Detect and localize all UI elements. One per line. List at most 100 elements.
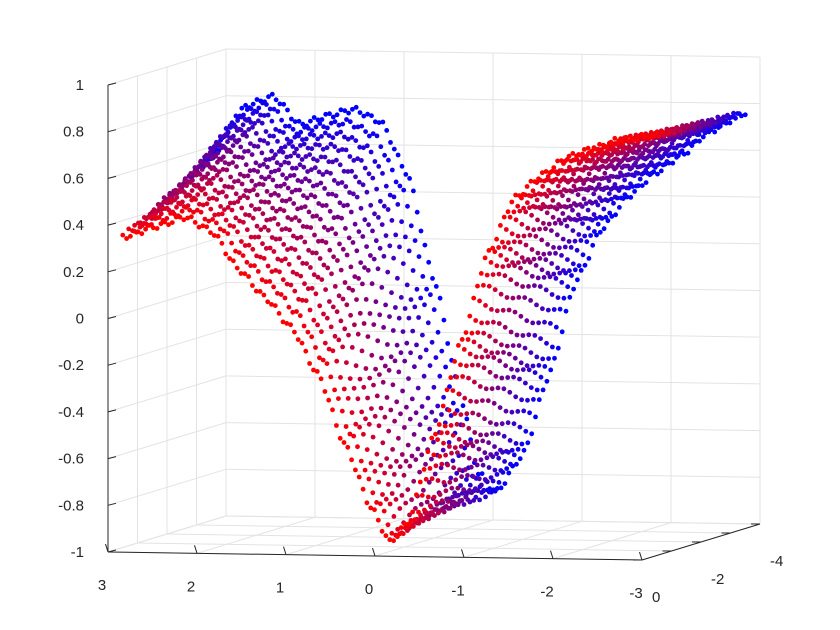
series-16-point	[642, 133, 648, 138]
series-13-point	[370, 434, 376, 440]
series-15-point	[183, 205, 189, 210]
series-16-point	[311, 367, 316, 373]
series-12-point	[437, 492, 443, 497]
series-15-point	[481, 282, 486, 288]
series-1-point	[422, 242, 428, 248]
series-15-point	[385, 522, 391, 528]
series-2-point	[321, 124, 326, 130]
series-14-point	[498, 253, 504, 258]
series-13-point	[572, 167, 578, 173]
series-15-point	[400, 531, 406, 537]
series-15-point	[248, 263, 254, 269]
series-11-point	[378, 405, 384, 411]
series-2-point	[607, 210, 613, 216]
series-14-point	[532, 192, 538, 198]
series-1-point	[315, 117, 321, 123]
series-5-point	[341, 168, 347, 174]
series-4-point	[561, 268, 566, 273]
series-12-point	[300, 260, 306, 266]
series-14-point	[223, 217, 229, 223]
series-5-point	[383, 233, 389, 239]
series-12-point	[407, 512, 412, 518]
series-11-point	[271, 216, 277, 221]
series-11-point	[302, 239, 308, 245]
series-7-point	[337, 200, 343, 206]
series-2-point	[511, 452, 517, 458]
series-2-point	[302, 124, 307, 130]
series-6-point	[267, 157, 272, 162]
series-14-point	[261, 256, 267, 261]
series-3-point	[670, 152, 675, 158]
series-16-point	[314, 369, 320, 374]
series-15-point	[439, 430, 444, 436]
series-9-point	[321, 224, 327, 230]
series-4-point	[351, 158, 357, 163]
series-6-point	[660, 146, 665, 151]
series-13-point	[298, 273, 304, 279]
series-10-point	[182, 178, 188, 184]
series-12-point	[487, 333, 492, 339]
series-4-point	[355, 156, 360, 162]
series-11-point	[279, 227, 285, 233]
x-tick-5	[550, 550, 554, 559]
series-16-point	[280, 319, 286, 325]
series-3-point	[486, 489, 492, 495]
series-4-point	[530, 363, 536, 369]
series-8-point	[335, 214, 341, 220]
z-tick-6	[107, 362, 117, 366]
series-6-point	[213, 141, 219, 146]
series-9-point	[268, 192, 274, 198]
series-11-point	[558, 189, 563, 195]
series-13-point	[271, 249, 277, 254]
series-16-point	[215, 233, 221, 239]
series-16-point	[150, 225, 156, 231]
series-13-point	[218, 204, 224, 209]
series-2-point	[275, 109, 281, 114]
series-13-point	[202, 191, 208, 197]
series-7-point	[604, 175, 610, 181]
series-12-point	[292, 247, 298, 253]
series-14-point	[216, 212, 221, 217]
series-9-point	[215, 159, 220, 165]
series-3-point	[338, 129, 343, 135]
series-6-point	[408, 350, 413, 356]
series-10-point	[506, 307, 512, 313]
series-1-point	[289, 116, 294, 122]
series-14-point	[193, 197, 199, 202]
series-5-point	[578, 216, 583, 222]
series-11-point	[359, 348, 365, 354]
series-11-point	[199, 176, 205, 182]
series-4-point	[332, 144, 338, 150]
series-13-point	[317, 303, 323, 309]
series-16-point	[250, 283, 255, 288]
series-2-point	[504, 466, 510, 471]
series-16-point	[353, 467, 358, 473]
series-4-point	[427, 363, 433, 368]
series-8-point	[629, 156, 634, 161]
series-6-point	[480, 462, 486, 468]
series-5-point	[402, 306, 408, 311]
series-8-point	[533, 263, 539, 268]
series-15-point	[351, 433, 357, 439]
series-8-point	[404, 404, 409, 410]
series-12-point	[521, 233, 527, 239]
series-8-point	[198, 159, 203, 165]
series-14-point	[300, 297, 305, 303]
series-4-point	[359, 158, 364, 163]
series-1-point	[628, 195, 634, 200]
series-12-point	[288, 245, 294, 251]
series-6-point	[530, 320, 536, 326]
series-3-point	[403, 234, 408, 240]
series-16-point	[143, 226, 149, 232]
series-1-point	[700, 134, 706, 140]
series-11-point	[390, 447, 395, 452]
series-10-point	[216, 169, 222, 175]
series-3-point	[540, 356, 546, 362]
series-2-point	[550, 344, 555, 350]
series-11-point	[546, 204, 552, 210]
series-10-point	[258, 199, 264, 205]
series-3-point	[357, 144, 363, 150]
series-10-point	[487, 369, 493, 375]
series-1-point	[350, 106, 355, 112]
series-7-point	[547, 251, 552, 256]
